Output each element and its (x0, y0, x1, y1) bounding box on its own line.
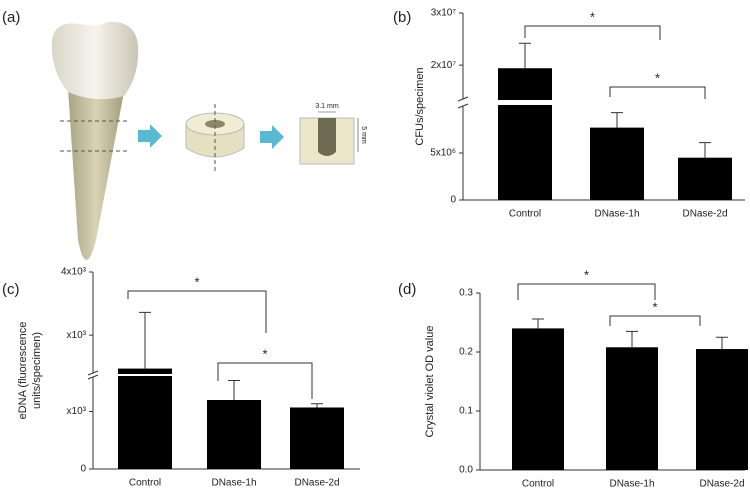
significance-bracket (517, 283, 656, 300)
y-tick-label: 2x10⁷ (431, 60, 457, 71)
chart-panel: (d) Crystal violet OD value 0.0 0.1 0.2 0.3 Co… (398, 267, 748, 490)
specimen-disc (185, 104, 245, 172)
dimension-label: 3.1 mm (315, 103, 339, 110)
y-tick-label: 3x10⁷ (431, 8, 457, 19)
error-bar (699, 142, 711, 158)
significance-label: * (652, 299, 657, 314)
panel-label: (a) (2, 9, 20, 26)
x-tick-label: DNase-2d (294, 478, 339, 489)
bar-break (117, 374, 173, 376)
significance-label: * (262, 346, 267, 361)
error-bar (519, 42, 531, 69)
bar (606, 347, 658, 470)
bar (678, 157, 732, 200)
bar (498, 68, 552, 201)
panel-label: (d) (398, 281, 416, 298)
arrow (260, 125, 284, 149)
error-bar (139, 311, 151, 369)
bar (290, 407, 344, 469)
significance-bracket (524, 25, 661, 40)
chart-panel: (c) eDNA (fluorescence units/specimen) 0 x10… (2, 267, 360, 489)
bar-break (497, 100, 553, 105)
arrow (138, 124, 162, 148)
significance-label: * (584, 267, 589, 282)
y-tick-label: 0.2 (459, 347, 473, 358)
tooth-root (68, 88, 124, 260)
tooth-crown (51, 21, 139, 100)
error-bar (228, 379, 240, 400)
significance-label: * (655, 70, 660, 85)
error-bar (716, 336, 728, 350)
panel-a: (a) 3.1 mm 5 mm (2, 9, 367, 260)
significance-bracket (609, 86, 706, 99)
error-bar (311, 403, 323, 408)
x-tick-label: DNase-2d (699, 479, 744, 490)
y-tick-label: 0.3 (459, 288, 473, 299)
axis-break (87, 370, 99, 376)
y-tick-label: 0.0 (459, 465, 473, 476)
error-bar (626, 330, 638, 348)
bar (696, 349, 748, 470)
bar (590, 127, 644, 200)
significance-bracket (217, 362, 313, 399)
y-axis-label: eDNA (fluorescence (17, 322, 29, 420)
significance-label: * (590, 9, 595, 24)
panel-label: (c) (2, 281, 20, 298)
x-tick-label: Control (129, 478, 161, 489)
significance-bracket (127, 290, 267, 333)
y-axis-label: units/specimen) (31, 332, 43, 409)
axis-break (87, 374, 99, 380)
significance-bracket (609, 315, 701, 326)
bar (207, 400, 261, 469)
x-tick-label: DNase-2d (682, 209, 727, 220)
dimension-label: 5 mm (360, 126, 367, 144)
y-tick-label: x10³ (67, 330, 87, 341)
x-tick-label: Control (522, 479, 554, 490)
significance-label: * (194, 274, 199, 289)
panel-label: (b) (393, 9, 411, 26)
y-tick-label: 0.1 (459, 406, 473, 417)
x-tick-label: DNase-1h (594, 209, 639, 220)
bar (512, 328, 564, 470)
x-tick-label: Control (509, 209, 541, 220)
bar (118, 368, 172, 469)
x-tick-label: DNase-1h (609, 479, 654, 490)
y-axis-label: CFUs/specimen (414, 67, 426, 145)
y-axis-label: Crystal violet OD value (424, 326, 436, 438)
y-tick-label: 0 (450, 195, 456, 206)
y-tick-label: 5x10⁶ (430, 148, 456, 159)
y-tick-label: 4x10³ (61, 267, 87, 278)
y-tick-label: 0 (80, 464, 86, 475)
y-tick-label: x10³ (67, 406, 87, 417)
axis-break (457, 103, 469, 109)
chart-panel: (b) CFUs/specimen 0 5x10⁶ 2x10⁷ 3x10⁷ Control D… (393, 8, 745, 220)
error-bar (532, 318, 544, 329)
specimen-section (299, 111, 359, 165)
x-tick-label: DNase-1h (211, 478, 256, 489)
axis-break (457, 96, 469, 102)
error-bar (611, 112, 623, 128)
